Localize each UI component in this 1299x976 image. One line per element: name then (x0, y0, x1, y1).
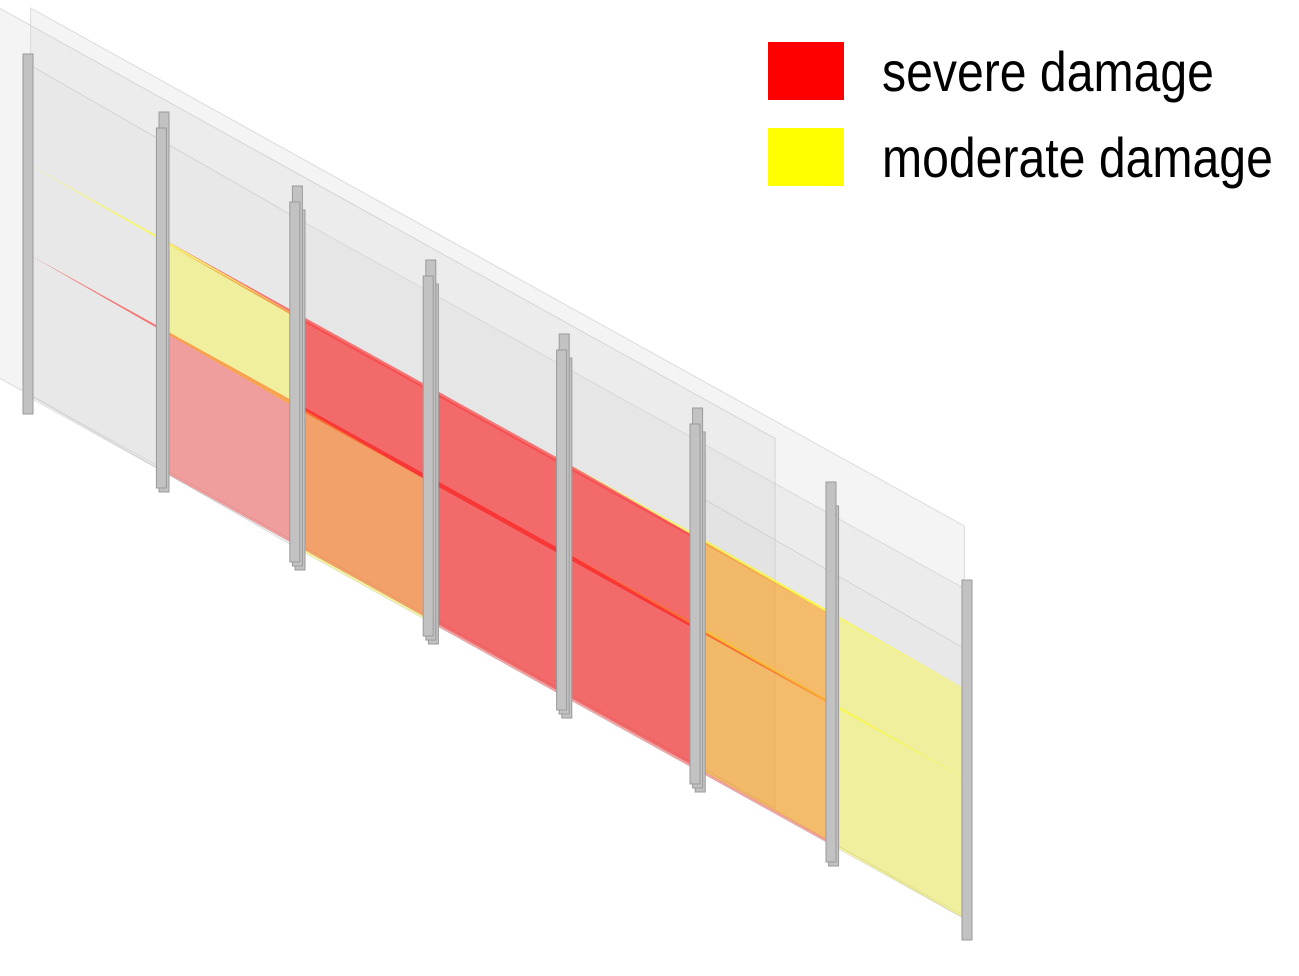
severe-panel-8 (564, 554, 698, 768)
severe-panel-16 (297, 316, 431, 480)
legend-item-moderate: moderate damage (768, 114, 1299, 200)
severe-panel-1 (433, 484, 567, 698)
column (422, 275, 434, 637)
moderate-panel-9 (697, 628, 831, 842)
severe-panel-10 (300, 320, 434, 484)
moderate-panel-14 (833, 616, 967, 780)
legend-label-moderate: moderate damage (882, 125, 1273, 189)
severe-panel-12 (566, 468, 701, 632)
severe-panel-7 (430, 480, 565, 694)
moderate-panel-0 (300, 410, 434, 624)
severe-panel-5 (164, 332, 298, 546)
column (961, 579, 973, 941)
moderate-damage-swatch (768, 128, 844, 186)
severe-panel-11 (433, 394, 567, 558)
severe-panel-3 (700, 632, 834, 846)
column (825, 481, 837, 863)
severe-panel-17 (430, 390, 565, 554)
severe-panel-13 (700, 542, 834, 706)
moderate-panel-4 (833, 706, 967, 920)
legend-item-severe: severe damage (768, 28, 1299, 114)
wall-panel-2 (0, 7, 776, 810)
moderate-panel-15 (164, 242, 298, 406)
structural-columns (22, 53, 973, 941)
severe-damage-swatch (768, 42, 844, 100)
column (22, 53, 34, 415)
moderate-panel-19 (697, 538, 831, 702)
column (155, 127, 167, 489)
column (289, 201, 301, 563)
severe-panel-18 (564, 464, 698, 628)
severe-panel-6 (297, 406, 431, 620)
column (556, 349, 568, 711)
severe-panel-2 (566, 558, 701, 772)
column (689, 423, 701, 785)
legend: severe damage moderate damage (768, 28, 1299, 200)
legend-label-severe: severe damage (882, 39, 1214, 103)
